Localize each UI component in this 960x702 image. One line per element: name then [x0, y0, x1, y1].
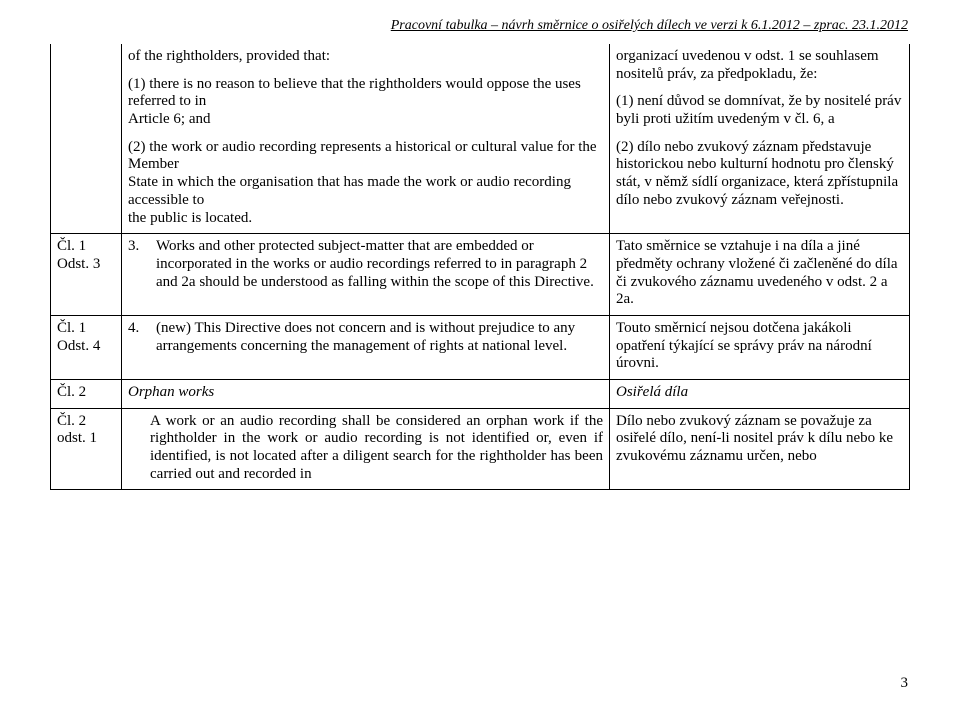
row-label: Čl. 2 — [51, 380, 122, 409]
numbered-paragraph: 4. (new) This Directive does not concern… — [128, 320, 603, 355]
item-number: 3. — [128, 238, 156, 291]
directive-table: of the rightholders, provided that: (1) … — [50, 44, 910, 490]
article-ref: Čl. 1 — [57, 238, 86, 254]
table-row: Čl. 2 Orphan works Osiřelá díla — [51, 380, 910, 409]
row-czech: Touto směrnicí nejsou dotčena jakákoli o… — [610, 315, 910, 379]
paragraph-ref: odst. 1 — [57, 430, 97, 446]
row-label: Čl. 1 Odst. 4 — [51, 315, 122, 379]
item-number: 4. — [128, 320, 156, 355]
row-english-heading: Orphan works — [122, 380, 610, 409]
article-ref: Čl. 1 — [57, 320, 86, 336]
text: State in which the organisation that has… — [128, 174, 571, 208]
table-row: Čl. 2 odst. 1 A work or an audio recordi… — [51, 408, 910, 490]
text: (2) the work or audio recording represen… — [128, 139, 597, 173]
row-english: 3. Works and other protected subject-mat… — [122, 234, 610, 316]
item-text: Works and other protected subject-matter… — [156, 238, 603, 291]
row-label: Čl. 2 odst. 1 — [51, 408, 122, 490]
row-label — [51, 44, 122, 234]
page-number: 3 — [901, 675, 909, 692]
table-row: of the rightholders, provided that: (1) … — [51, 44, 910, 234]
paragraph-ref: Odst. 3 — [57, 256, 100, 272]
paragraph: organizací uvedenou v odst. 1 se souhlas… — [616, 48, 903, 83]
row-czech: Dílo nebo zvukový záznam se považuje za … — [610, 408, 910, 490]
row-czech-heading: Osiřelá díla — [610, 380, 910, 409]
row-english: 4. (new) This Directive does not concern… — [122, 315, 610, 379]
row-label: Čl. 1 Odst. 3 — [51, 234, 122, 316]
row-czech: organizací uvedenou v odst. 1 se souhlas… — [610, 44, 910, 234]
row-english: A work or an audio recording shall be co… — [122, 408, 610, 490]
row-english: of the rightholders, provided that: (1) … — [122, 44, 610, 234]
row-czech: Tato směrnice se vztahuje i na díla a ji… — [610, 234, 910, 316]
article-ref: Čl. 2 — [57, 413, 86, 429]
item-text: (new) This Directive does not concern an… — [156, 320, 603, 355]
paragraph: of the rightholders, provided that: — [128, 48, 603, 66]
text: (1) there is no reason to believe that t… — [128, 76, 581, 110]
paragraph: (1) there is no reason to believe that t… — [128, 76, 603, 129]
table-row: Čl. 1 Odst. 4 4. (new) This Directive do… — [51, 315, 910, 379]
text: Article 6; and — [128, 111, 210, 127]
table-row: Čl. 1 Odst. 3 3. Works and other protect… — [51, 234, 910, 316]
paragraph: (2) dílo nebo zvukový záznam představuje… — [616, 139, 903, 210]
paragraph: (1) není důvod se domnívat, že by nosite… — [616, 93, 903, 128]
paragraph: (2) the work or audio recording represen… — [128, 139, 603, 227]
page-header: Pracovní tabulka – návrh směrnice o osiř… — [50, 18, 910, 34]
numbered-paragraph: 3. Works and other protected subject-mat… — [128, 238, 603, 291]
paragraph-ref: Odst. 4 — [57, 338, 100, 354]
text: the public is located. — [128, 210, 252, 226]
